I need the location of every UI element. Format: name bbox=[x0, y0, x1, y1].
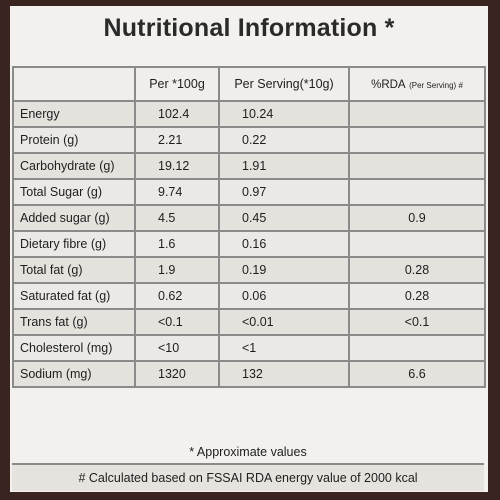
value-per-100g: 9.74 bbox=[134, 178, 220, 206]
value-per-serving: 0.06 bbox=[218, 282, 350, 310]
table-row: Saturated fat (g) 0.62 0.06 0.28 bbox=[12, 282, 486, 310]
value-per-100g: <0.1 bbox=[134, 308, 220, 336]
nutrition-title: Nutritional Information * bbox=[103, 14, 395, 42]
nutrient-name: Saturated fat (g) bbox=[12, 282, 136, 310]
value-per-100g: <10 bbox=[134, 334, 220, 362]
nutrient-name: Added sugar (g) bbox=[12, 204, 136, 232]
value-rda bbox=[348, 152, 486, 180]
table-row: Total Sugar (g) 9.74 0.97 bbox=[12, 178, 486, 206]
nutrient-name: Dietary fibre (g) bbox=[12, 230, 136, 258]
value-per-100g: 1320 bbox=[134, 360, 220, 388]
header-rda-main: %RDA bbox=[371, 79, 406, 91]
value-per-serving: 132 bbox=[218, 360, 350, 388]
nutrient-name: Total Sugar (g) bbox=[12, 178, 136, 206]
value-per-100g: 1.9 bbox=[134, 256, 220, 284]
header-per-100g: Per *100g bbox=[134, 66, 220, 102]
header-per-serving: Per Serving(*10g) bbox=[218, 66, 350, 102]
value-rda: 0.9 bbox=[348, 204, 486, 232]
value-rda bbox=[348, 178, 486, 206]
value-per-serving: 0.22 bbox=[218, 126, 350, 154]
value-rda bbox=[348, 334, 486, 362]
nutrient-name: Cholesterol (mg) bbox=[12, 334, 136, 362]
value-per-100g: 19.12 bbox=[134, 152, 220, 180]
value-rda bbox=[348, 230, 486, 258]
table-row: Energy 102.4 10.24 bbox=[12, 100, 486, 128]
value-rda bbox=[348, 100, 486, 128]
value-rda: 6.6 bbox=[348, 360, 486, 388]
nutrient-name: Total fat (g) bbox=[12, 256, 136, 284]
value-rda: <0.1 bbox=[348, 308, 486, 336]
table-row: Trans fat (g) <0.1 <0.01 <0.1 bbox=[12, 308, 486, 336]
header-nutrient bbox=[12, 66, 136, 102]
nutrient-name: Trans fat (g) bbox=[12, 308, 136, 336]
header-row: Per *100g Per Serving(*10g) %RDA (Per Se… bbox=[12, 66, 486, 102]
table-row: Carbohydrate (g) 19.12 1.91 bbox=[12, 152, 486, 180]
nutrition-table: Per *100g Per Serving(*10g) %RDA (Per Se… bbox=[12, 66, 486, 388]
nutrition-rows: Energy 102.4 10.24 Protein (g) 2.21 0.22 Carbo… bbox=[12, 100, 486, 388]
footnote-rda-basis: # Calculated based on FSSAI RDA energy v… bbox=[12, 465, 484, 491]
header-rda: %RDA (Per Serving) # bbox=[348, 66, 486, 102]
value-per-100g: 4.5 bbox=[134, 204, 220, 232]
value-rda bbox=[348, 126, 486, 154]
value-rda: 0.28 bbox=[348, 256, 486, 284]
nutrition-panel: Nutritional Information * Per *100g Per … bbox=[10, 6, 488, 492]
nutrient-name: Sodium (mg) bbox=[12, 360, 136, 388]
value-per-serving: 0.45 bbox=[218, 204, 350, 232]
table-row: Total fat (g) 1.9 0.19 0.28 bbox=[12, 256, 486, 284]
value-per-serving: 0.19 bbox=[218, 256, 350, 284]
nutrient-name: Protein (g) bbox=[12, 126, 136, 154]
table-row: Cholesterol (mg) <10 <1 bbox=[12, 334, 486, 362]
value-per-100g: 2.21 bbox=[134, 126, 220, 154]
header-rda-note: (Per Serving) # bbox=[409, 81, 463, 90]
value-per-100g: 102.4 bbox=[134, 100, 220, 128]
nutrient-name: Carbohydrate (g) bbox=[12, 152, 136, 180]
value-per-serving: 10.24 bbox=[218, 100, 350, 128]
value-per-serving: 0.16 bbox=[218, 230, 350, 258]
nutrient-name: Energy bbox=[12, 100, 136, 128]
footnote-approximate: * Approximate values bbox=[12, 439, 484, 465]
value-per-serving: <1 bbox=[218, 334, 350, 362]
value-per-100g: 1.6 bbox=[134, 230, 220, 258]
table-row: Added sugar (g) 4.5 0.45 0.9 bbox=[12, 204, 486, 232]
value-per-serving: <0.01 bbox=[218, 308, 350, 336]
value-per-serving: 0.97 bbox=[218, 178, 350, 206]
value-per-serving: 1.91 bbox=[218, 152, 350, 180]
table-row: Sodium (mg) 1320 132 6.6 bbox=[12, 360, 486, 388]
value-per-100g: 0.62 bbox=[134, 282, 220, 310]
table-row: Dietary fibre (g) 1.6 0.16 bbox=[12, 230, 486, 258]
table-row: Protein (g) 2.21 0.22 bbox=[12, 126, 486, 154]
value-rda: 0.28 bbox=[348, 282, 486, 310]
